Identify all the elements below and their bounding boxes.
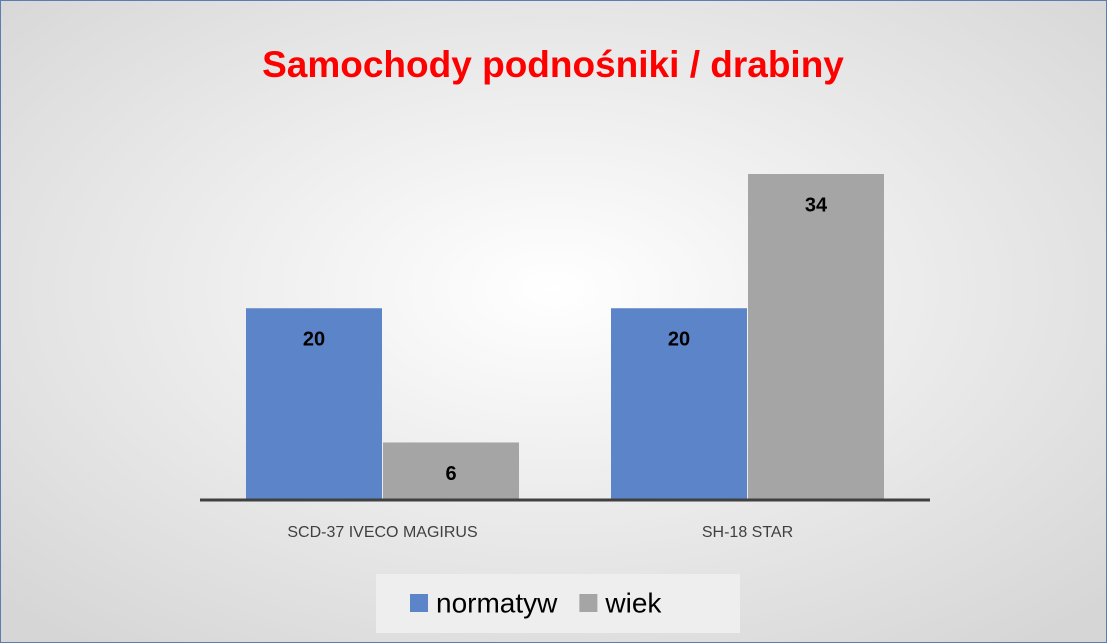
data-label: 34: [805, 194, 828, 216]
bar: [246, 308, 382, 500]
legend-label: normatyw: [436, 587, 558, 618]
legend-box: [376, 574, 740, 633]
x-tick-label: SCD-37 IVECO MAGIRUS: [287, 524, 477, 541]
x-tick-label: SH-18 STAR: [702, 524, 793, 541]
bar: [748, 174, 884, 500]
data-label: 6: [445, 463, 456, 485]
chart-title: Samochody podnośniki / drabiny: [262, 44, 844, 85]
legend-swatch: [410, 594, 428, 612]
bar: [611, 308, 747, 500]
legend-label: wiek: [604, 587, 662, 618]
data-label: 20: [303, 329, 325, 351]
legend-swatch: [579, 594, 598, 612]
bar: [383, 442, 519, 500]
data-label: 20: [668, 329, 690, 351]
